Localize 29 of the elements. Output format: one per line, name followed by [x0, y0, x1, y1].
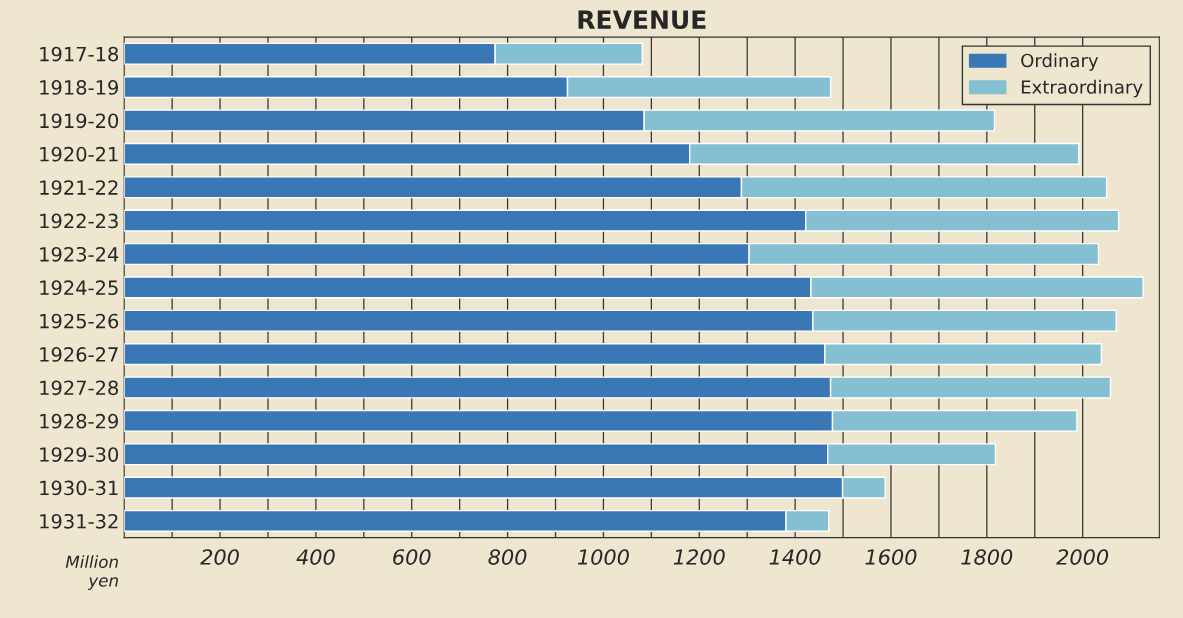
y-tick-label: 1924-25 [40, 280, 118, 296]
x-tick-label: 1200 [673, 549, 725, 565]
x-tick-label: 1600 [865, 549, 917, 565]
x-tick-label: 800 [488, 549, 527, 565]
y-tick-label: 1921-22 [40, 180, 118, 195]
y-tick-label: 1920-21 [40, 146, 118, 162]
y-tick-label: 1928-29 [40, 413, 118, 429]
chart-title: REVENUE [578, 10, 706, 30]
y-tick-label: 1923-24 [40, 246, 119, 262]
y-tick-label: 1926-27 [40, 347, 118, 362]
x-tick-label: 1800 [961, 549, 1013, 565]
y-tick-label: 1922-23 [40, 213, 118, 229]
x-tick-label: 600 [393, 549, 431, 565]
x-tick-label: 2000 [1056, 549, 1109, 565]
y-tick-label: 1918-19 [40, 80, 118, 95]
y-tick-label: 1931-32 [40, 513, 118, 529]
x-tick-label: 1000 [577, 549, 629, 565]
x-tick-label: 400 [296, 549, 335, 565]
legend-label: Extraordinary [1021, 79, 1143, 98]
y-tick-label: 1930-31 [40, 480, 118, 496]
legend-label: Ordinary [1021, 53, 1099, 71]
y-tick-label: 1929-30 [40, 447, 119, 462]
y-tick-label: 1917-18 [40, 46, 119, 62]
y-tick-label: 1925-26 [40, 313, 119, 329]
x-tick-label: 200 [200, 549, 239, 565]
x-tick-label: 1400 [769, 549, 821, 565]
y-tick-label: 1919-20 [40, 113, 119, 129]
y-tick-label: 1927-28 [40, 380, 119, 396]
x-axis-title: Million yen [65, 555, 118, 590]
